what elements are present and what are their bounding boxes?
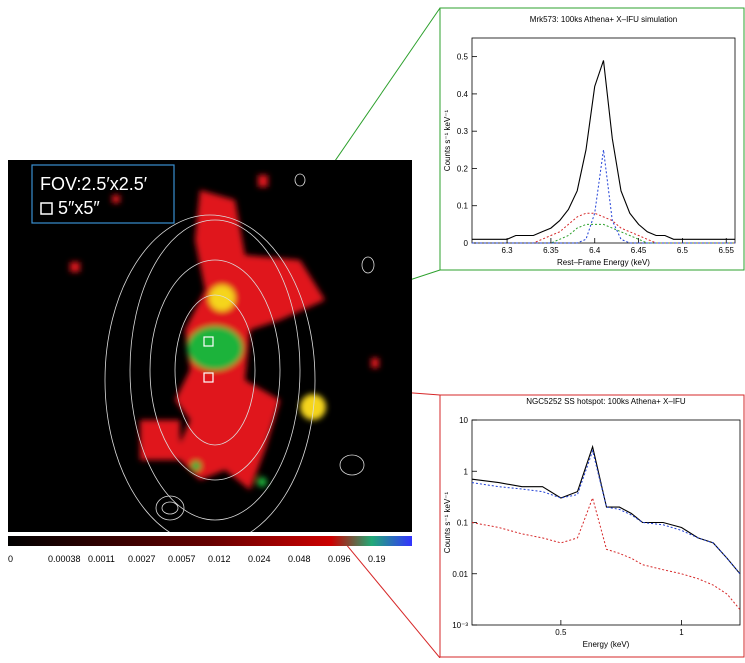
colorbar-tick-label: 0.0011 [88, 554, 115, 564]
colorbar-tick-label: 0.012 [208, 554, 231, 564]
plot-frame [471, 37, 736, 244]
y-tick-label: 0.1 [457, 519, 469, 528]
inset-frame [439, 394, 745, 658]
y-tick-label: 0 [464, 239, 469, 248]
x-tick-label: 6.55 [718, 246, 734, 255]
colorbar-tick-label: 0 [8, 554, 13, 564]
series-line [471, 444, 741, 575]
y-tick-label: 0.2 [457, 164, 469, 173]
y-tick-label: 0.5 [457, 53, 469, 62]
colorbar-tick-label: 0.19 [368, 554, 386, 564]
y-tick-label: 1 [464, 467, 469, 476]
x-tick-label: 6.3 [502, 246, 514, 255]
x-axis-label: Rest–Frame Energy (keV) [557, 258, 650, 267]
x-tick-label: 6.35 [543, 246, 559, 255]
y-tick-label: 10 [459, 416, 468, 425]
y-axis-label: Counts s⁻¹ keV⁻¹ [443, 491, 452, 553]
series-line [472, 60, 735, 240]
plot-area [471, 444, 741, 610]
fov-label: FOV:2.5′x2.5′ [40, 174, 148, 194]
colorbar [8, 536, 412, 546]
x-tick-label: 1 [679, 628, 684, 637]
colorbar-tick-label: 0.0027 [128, 554, 156, 564]
colorbar-tick-label: 0.00038 [48, 554, 81, 564]
y-tick-label: 0.01 [452, 570, 468, 579]
y-tick-label: 0.1 [457, 202, 469, 211]
y-tick-label: 0.4 [457, 90, 469, 99]
series-line [472, 149, 735, 244]
series-line [472, 212, 735, 244]
inset-frame [439, 7, 745, 271]
x-axis-label: Energy (keV) [583, 640, 630, 649]
x-tick-label: 0.5 [555, 628, 567, 637]
y-tick-label: 10⁻³ [452, 621, 468, 630]
x-tick-label: 6.45 [631, 246, 647, 255]
box-label: 5″x5″ [58, 198, 100, 218]
y-axis-label: Counts s⁻¹ keV⁻¹ [443, 109, 452, 171]
y-tick-label: 0.3 [457, 127, 469, 136]
image-panel: FOV:2.5′x2.5′ 5″x5″ [8, 160, 412, 546]
chart-title: Mrk573: 100ks Athena+ X–IFU simulation [530, 15, 677, 24]
series-line [472, 223, 735, 244]
colorbar-tick-label: 0.024 [248, 554, 271, 564]
series-line [471, 496, 741, 610]
colorbar-tick-label: 0.096 [328, 554, 351, 564]
x-tick-label: 6.5 [677, 246, 689, 255]
colorbar-tick-label: 0.048 [288, 554, 311, 564]
plot-area [472, 60, 735, 244]
chart-title: NGC5252 SS hotspot: 100ks Athena+ X–IFU [526, 397, 686, 406]
colorbar-tick-label: 0.0057 [168, 554, 196, 564]
x-tick-label: 6.4 [589, 246, 601, 255]
series-line [471, 449, 741, 575]
